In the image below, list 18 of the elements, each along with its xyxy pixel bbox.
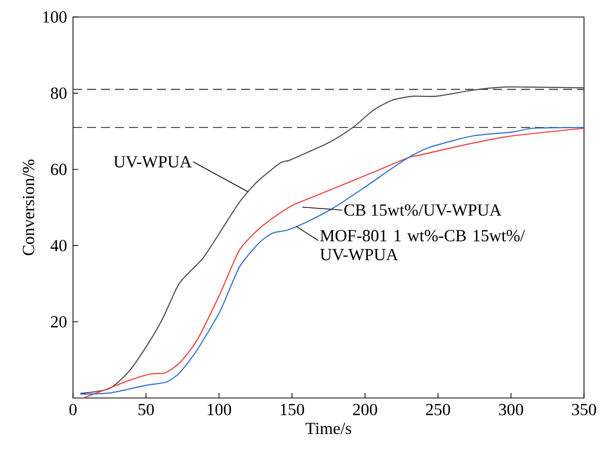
- annotation: UV-WPUA: [114, 156, 192, 168]
- y-tick-label: 80: [50, 87, 67, 99]
- x-tick-label: 250: [426, 404, 450, 416]
- y-tick-label: 60: [50, 164, 67, 176]
- y-tick-label: 20: [50, 316, 67, 328]
- y-tick-label: 40: [50, 240, 67, 252]
- x-tick-label: 100: [208, 404, 232, 416]
- y-axis-title: Conversion/%: [22, 160, 34, 256]
- x-axis-title: Time/s: [306, 422, 352, 434]
- x-tick-label: 0: [69, 404, 77, 416]
- x-tick-label: 300: [499, 404, 524, 416]
- annotation: CB 15wt%/UV-WPUA: [344, 204, 502, 216]
- annotation: MOF-801 1 wt%-CB 15wt%/ UV-WPUA: [320, 230, 525, 260]
- x-tick-label: 50: [138, 404, 154, 416]
- x-tick-label: 200: [353, 404, 378, 416]
- x-tick-label: 150: [280, 404, 304, 416]
- y-tick-label: 100: [43, 11, 67, 23]
- x-tick-label: 350: [572, 404, 596, 416]
